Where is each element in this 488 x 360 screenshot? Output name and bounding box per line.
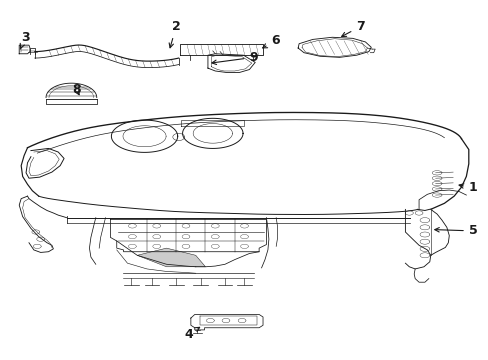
- Text: 1: 1: [458, 181, 477, 194]
- Text: 5: 5: [434, 224, 477, 238]
- Text: 4: 4: [183, 327, 199, 341]
- Text: 2: 2: [169, 20, 180, 48]
- Text: 9: 9: [211, 51, 258, 64]
- Text: 6: 6: [262, 34, 279, 48]
- Text: 7: 7: [341, 20, 364, 36]
- Text: 8: 8: [72, 83, 81, 96]
- Polygon shape: [137, 248, 205, 267]
- Text: 3: 3: [20, 31, 29, 49]
